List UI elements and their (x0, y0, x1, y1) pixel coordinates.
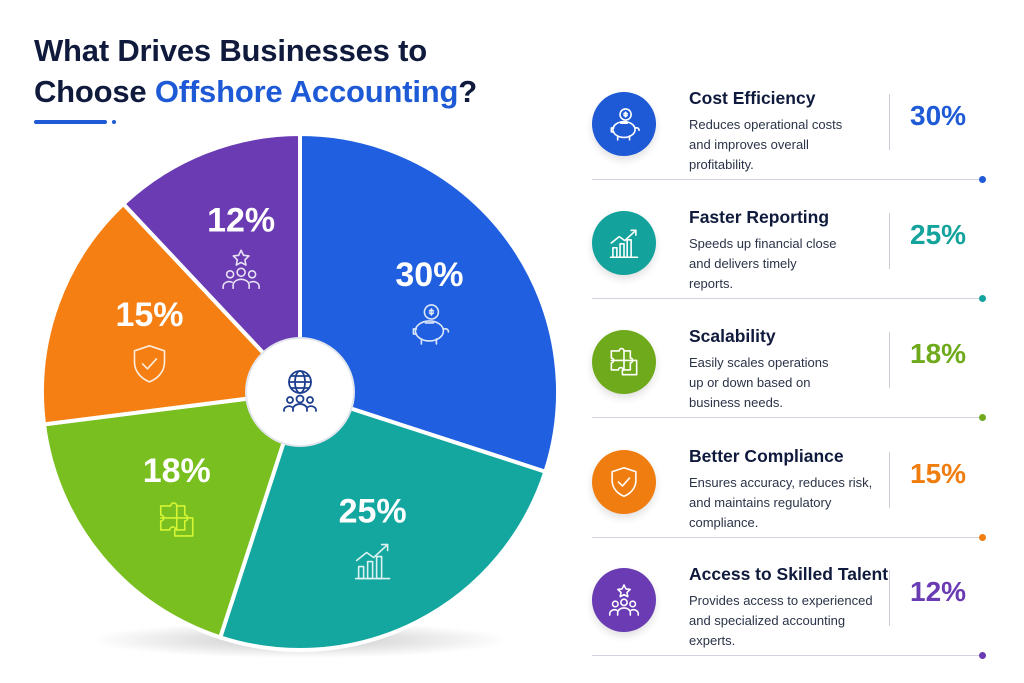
title-line-2-start: Choose (34, 74, 155, 109)
team-star-icon (608, 584, 640, 616)
factor-description-line: Easily scales operations (689, 355, 829, 370)
title-line-1: What Drives Businesses to (34, 33, 427, 68)
row-separator-dot (979, 176, 986, 183)
factor-badge (592, 92, 656, 156)
factor-row: Scalability Easily scales operations up or… (592, 326, 990, 436)
factor-description-line: profitability. (689, 157, 754, 172)
row-separator (592, 417, 984, 418)
factor-description-line: and specialized accounting (689, 613, 846, 628)
factor-description-line: and delivers timely (689, 256, 797, 271)
factor-description-line: Provides access to experienced (689, 593, 873, 608)
row-separator-dot (979, 652, 986, 659)
factor-row: Better Compliance Ensures accuracy, reduc… (592, 446, 990, 556)
factor-description-line: and maintains regulatory (689, 495, 832, 510)
pie-chart: 30% 25% 18% 15% 12% (40, 131, 560, 658)
factor-badge (592, 568, 656, 632)
factor-percent: 12% (910, 576, 967, 607)
factor-row: Cost Efficiency Reduces operational costs… (592, 88, 990, 198)
factor-description: Easily scales operations up or down based… (689, 353, 884, 413)
row-separator (592, 655, 984, 656)
factor-description: Speeds up financial close and delivers ti… (689, 234, 884, 294)
factor-description-line: business needs. (689, 395, 783, 410)
factor-title: Better Compliance (689, 446, 844, 466)
center-hub (245, 337, 355, 447)
factor-divider (889, 94, 890, 150)
factor-description-line: experts. (689, 633, 736, 648)
pie-slice-value-label: 30% (395, 256, 463, 294)
title-underline (34, 120, 116, 124)
team-star-icon (222, 249, 260, 290)
pie-slice-5 (120, 131, 302, 398)
factor-description-line: and improves overall (689, 137, 809, 152)
factor-percent: 15% (910, 458, 967, 489)
factor-divider (889, 452, 890, 508)
piggy-bank-icon (610, 108, 640, 141)
factor-description-line: Speeds up financial close (689, 236, 837, 251)
row-separator (592, 179, 984, 180)
row-separator-dot (979, 295, 986, 302)
factor-title: Cost Efficiency (689, 88, 816, 108)
factor-percent: 30% (910, 100, 967, 131)
pie-slice-1 (298, 131, 560, 475)
pie-slice-value-label: 12% (207, 201, 275, 239)
factor-divider (889, 570, 890, 626)
page-title: What Drives Businesses to Choose Offshor… (34, 30, 477, 112)
factor-badge (592, 330, 656, 394)
factor-row: Access to Skilled Talent Provides access … (592, 564, 990, 674)
factor-description: Reduces operational costs and improves ov… (689, 115, 884, 175)
pie-slice-value-label: 25% (339, 493, 407, 531)
pie-slice-3 (41, 389, 303, 640)
pie-slice-value-label: 18% (143, 452, 211, 490)
factor-divider (889, 213, 890, 269)
factor-percent: 25% (910, 219, 967, 250)
shield-check-icon (133, 345, 166, 383)
factor-badge (592, 450, 656, 514)
factor-description-line: reports. (689, 276, 734, 291)
factor-title: Faster Reporting (689, 207, 830, 227)
row-separator-dot (979, 414, 986, 421)
factor-description: Provides access to experienced and specia… (689, 591, 884, 651)
title-accent: Offshore Accounting (154, 74, 459, 109)
factor-title: Access to Skilled Talent (689, 564, 889, 584)
growth-chart-icon (354, 543, 391, 580)
pie-slice-4 (40, 201, 305, 427)
factor-title: Scalability (689, 326, 776, 346)
row-separator (592, 537, 984, 538)
pie-slice-value-label: 15% (115, 296, 183, 334)
piggy-bank-icon (412, 304, 450, 345)
growth-chart-icon (609, 229, 639, 259)
factor-description-line: compliance. (689, 515, 759, 530)
shield-check-icon (611, 466, 637, 498)
factor-percent: 18% (910, 338, 967, 369)
globe-team-icon (283, 370, 317, 412)
puzzle-icon (610, 347, 638, 376)
row-separator (592, 298, 984, 299)
factor-description-line: Reduces operational costs (689, 117, 843, 132)
factor-badge (592, 211, 656, 275)
factor-description: Ensures accuracy, reduces risk, and maint… (689, 473, 884, 533)
row-separator-dot (979, 534, 986, 541)
factor-description-line: Ensures accuracy, reduces risk, (689, 475, 873, 490)
factor-divider (889, 332, 890, 388)
factor-description-line: up or down based on (689, 375, 811, 390)
puzzle-icon (159, 502, 194, 537)
pie-slice-2 (217, 389, 548, 652)
factor-row: Faster Reporting Speeds up financial clos… (592, 207, 990, 317)
title-line-2-end: ? (458, 74, 477, 109)
